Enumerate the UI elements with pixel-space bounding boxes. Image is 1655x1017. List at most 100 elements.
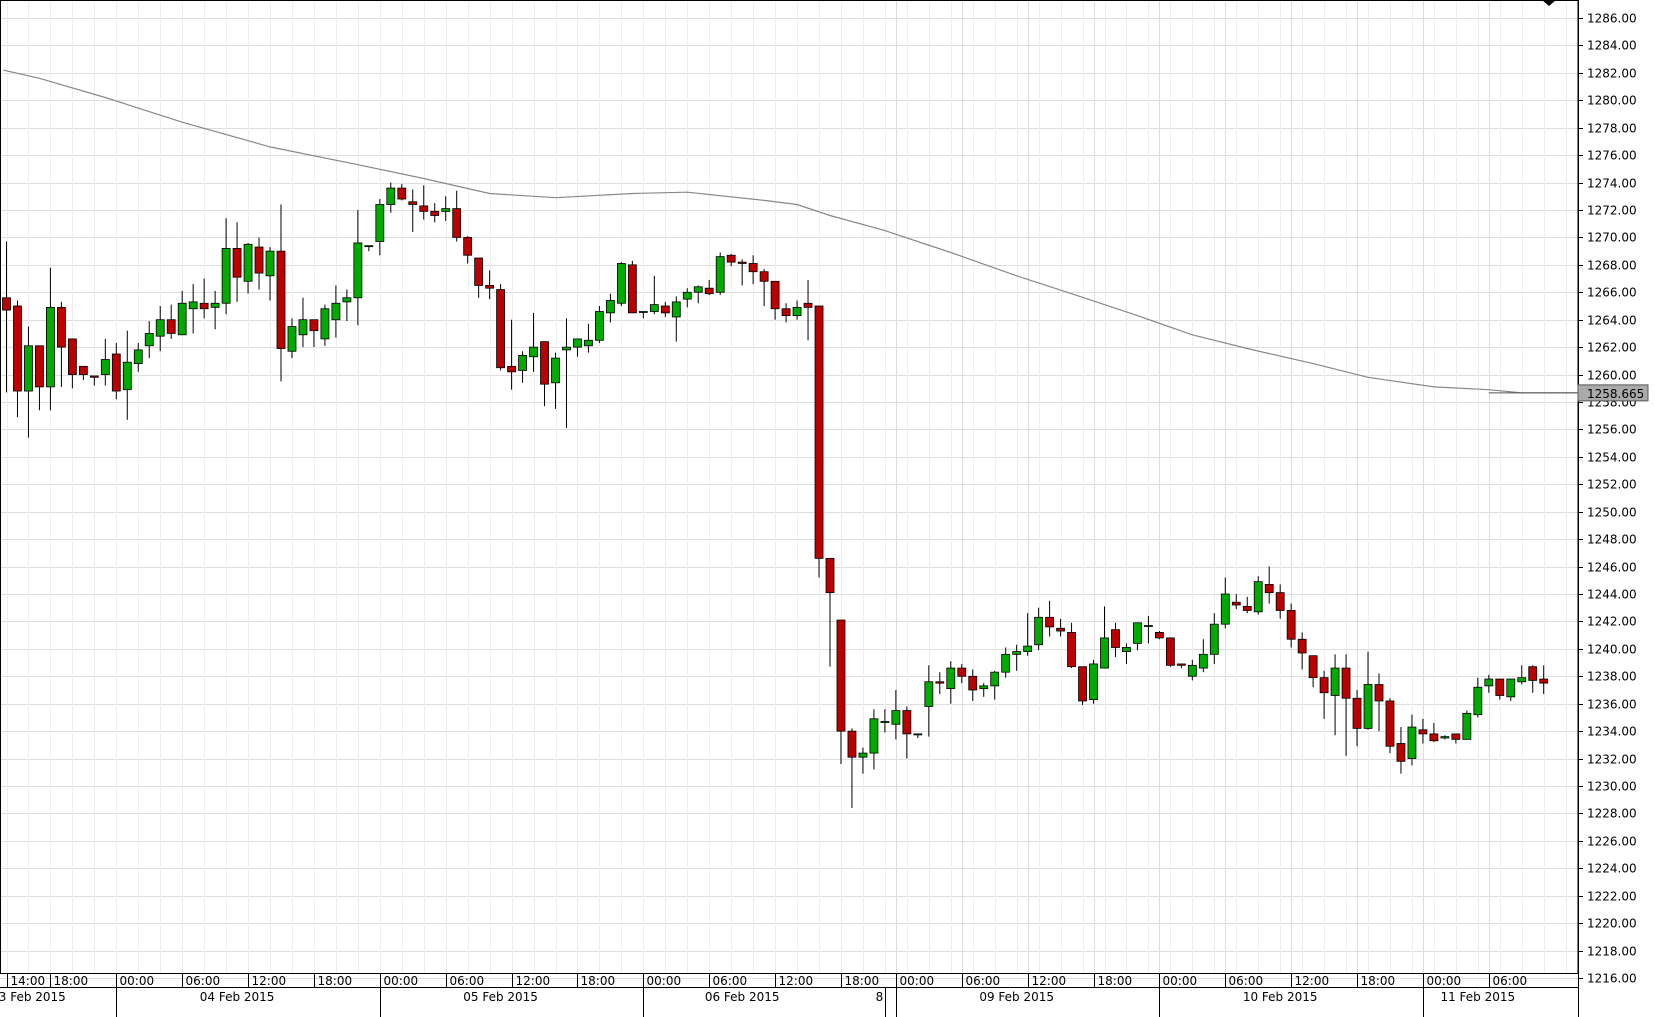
candle	[375, 199, 385, 256]
candle	[1352, 690, 1362, 747]
candle-body-down	[1385, 700, 1395, 747]
price-label-box	[1577, 384, 1649, 402]
candle-body-down	[309, 319, 319, 332]
candle	[1155, 631, 1164, 640]
candle-body-down	[276, 250, 286, 349]
y-tick-label: 1224.00	[1587, 862, 1637, 876]
candle	[1363, 651, 1373, 730]
candle	[715, 252, 725, 296]
y-tick-label: 1218.00	[1587, 945, 1637, 959]
candle-body-up	[573, 338, 582, 348]
candle	[243, 242, 253, 294]
x-tick-label: 12:00	[1295, 974, 1330, 988]
y-tick-label: 1282.00	[1587, 67, 1637, 81]
candle-body-up	[155, 319, 165, 337]
candle-body-down	[78, 365, 88, 375]
candle-body-up	[946, 667, 956, 690]
candle-body-up	[1517, 677, 1527, 683]
y-tick-label: 1266.00	[1587, 286, 1637, 300]
candle	[880, 709, 890, 733]
candle-body-down	[1078, 666, 1087, 702]
candle-body-down	[1539, 678, 1549, 684]
candle	[1056, 618, 1065, 637]
y-tick-label: 1262.00	[1587, 341, 1637, 355]
candle-body-up	[529, 346, 538, 358]
candle	[682, 288, 692, 308]
candle	[419, 185, 429, 220]
candle	[562, 318, 571, 429]
candle	[1144, 615, 1153, 644]
scroll-marker-icon[interactable]	[1542, 0, 1556, 6]
candle	[1133, 622, 1142, 651]
candle	[1078, 666, 1087, 706]
candle	[957, 663, 967, 684]
candle	[584, 323, 593, 353]
candle	[254, 237, 264, 290]
candle-body-down	[759, 271, 769, 282]
candle-body-up	[320, 308, 330, 340]
x-tick-label: 06:00	[713, 974, 748, 988]
candle	[100, 338, 110, 386]
candle-body-up	[924, 681, 934, 707]
candle	[46, 267, 55, 411]
candle-body-down	[57, 306, 66, 348]
x-tick-label: 00:00	[384, 974, 419, 988]
candle	[397, 183, 407, 201]
candle	[1045, 600, 1054, 637]
candle	[1473, 677, 1483, 718]
x-tick-label: 18:00	[54, 974, 89, 988]
price-label-value: 1258.665	[1587, 387, 1644, 401]
candle-body-down	[935, 681, 945, 684]
date-label: 10 Feb 2015	[1243, 990, 1318, 1004]
x-tick-label: 06:00	[186, 974, 221, 988]
candle-body-down	[485, 285, 495, 289]
candle-body-down	[1429, 733, 1439, 742]
candle	[1407, 714, 1417, 766]
candle	[518, 351, 527, 383]
candle	[287, 318, 297, 359]
candle	[990, 670, 1000, 700]
candle-body-down	[35, 345, 44, 388]
candle	[1484, 674, 1494, 693]
candle	[67, 338, 77, 389]
candle-body-up	[144, 333, 154, 347]
candle	[89, 375, 99, 386]
y-tick-label: 1246.00	[1587, 561, 1637, 575]
candle	[320, 304, 330, 346]
candle	[221, 218, 231, 315]
candle-body-up	[353, 242, 363, 299]
candle-body-up	[595, 311, 604, 341]
candle	[166, 304, 176, 339]
candle-body-up	[243, 243, 253, 282]
candle-body-down	[726, 254, 736, 263]
candle	[1111, 622, 1120, 658]
candle	[748, 255, 758, 285]
candle-body-up	[891, 710, 901, 725]
candle-body-up	[913, 733, 923, 736]
x-tick-label: 14:00	[11, 974, 46, 988]
candle-body-up	[584, 339, 593, 347]
candle	[1539, 665, 1549, 695]
date-label: 11 Feb 2015	[1440, 990, 1515, 1004]
y-tick-label: 1256.00	[1587, 423, 1637, 437]
candle	[693, 285, 703, 304]
candle-body-up	[551, 357, 560, 384]
candle	[24, 326, 33, 438]
y-tick-label: 1222.00	[1587, 890, 1637, 904]
candle-body-down	[408, 201, 418, 205]
candle-body-down	[836, 619, 846, 732]
candle-body-down	[1155, 632, 1164, 639]
candle-body-up	[1122, 647, 1131, 653]
candle-body-up	[518, 354, 527, 371]
candle	[1122, 643, 1131, 664]
y-tick-label: 1286.00	[1587, 12, 1637, 26]
candle-body-down	[496, 289, 506, 369]
candle	[13, 300, 22, 418]
candle	[1528, 665, 1538, 693]
candle	[825, 557, 835, 667]
candle-body-down	[770, 280, 780, 310]
candle	[1176, 663, 1186, 669]
candle-body-down	[1396, 743, 1406, 762]
candle	[463, 236, 473, 264]
